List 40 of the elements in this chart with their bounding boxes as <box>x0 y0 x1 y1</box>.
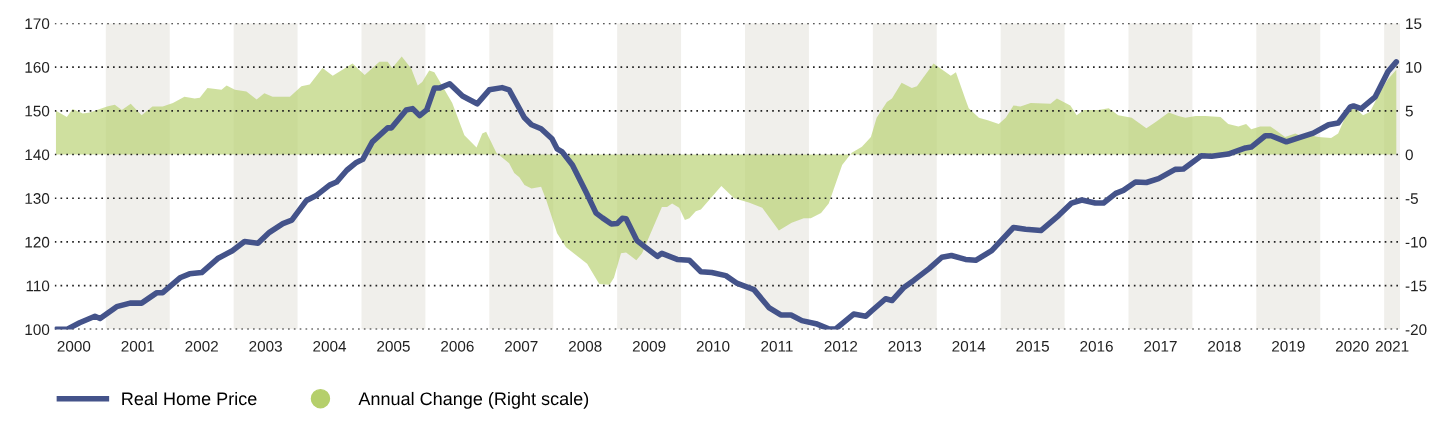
x-tick-label: 2013 <box>888 340 922 352</box>
y-tick-label: 130 <box>25 193 50 204</box>
x-tick-label: 2021 <box>1375 340 1409 352</box>
x-tick-label: 2020 <box>1335 340 1369 352</box>
y-tick-label: 160 <box>25 61 50 73</box>
x-tick-label: 2012 <box>824 340 858 352</box>
y2-tick-label: 15 <box>1406 18 1422 30</box>
x-tick-label: 2019 <box>1272 340 1305 352</box>
x-tick-label: 2011 <box>761 340 793 352</box>
y2-tick-label: -20 <box>1405 324 1427 336</box>
x-tick-label: 2008 <box>568 340 602 352</box>
y2-tick-label: 5 <box>1405 105 1413 117</box>
y2-tick-label: -5 <box>1405 193 1418 204</box>
x-tick-label: 2002 <box>185 340 218 352</box>
y2-tick-label: 10 <box>1406 61 1422 73</box>
x-tick-label: 2015 <box>1016 340 1049 352</box>
y2-tick-label: -15 <box>1405 280 1427 292</box>
x-tick-label: 2009 <box>632 340 666 352</box>
x-tick-label: 2000 <box>57 340 91 352</box>
y-tick-label: 170 <box>25 18 50 30</box>
x-tick-label: 2017 <box>1144 340 1177 352</box>
x-tick-label: 2016 <box>1080 340 1113 352</box>
x-tick-label: 2003 <box>249 340 282 352</box>
y-tick-label: 110 <box>26 280 50 292</box>
x-tick-label: 2006 <box>441 340 474 352</box>
x-tick-label: 2001 <box>121 340 155 352</box>
legend-label: Real Home Price <box>122 391 257 406</box>
y-tick-label: 140 <box>25 149 50 161</box>
legend-label: Annual Change (Right scale) <box>358 391 589 409</box>
y2-tick-label: -10 <box>1405 236 1427 248</box>
y2-tick-label: 0 <box>1405 149 1413 161</box>
x-tick-label: 2010 <box>696 340 730 352</box>
y-tick-label: 120 <box>25 236 50 248</box>
x-tick-label: 2005 <box>377 340 410 352</box>
x-tick-label: 2004 <box>313 340 347 352</box>
x-tick-label: 2014 <box>952 340 986 352</box>
y-tick-label: 100 <box>25 324 50 336</box>
y-tick-label: 150 <box>25 105 50 117</box>
x-tick-label: 2018 <box>1208 340 1241 352</box>
x-tick-label: 2007 <box>505 340 538 352</box>
